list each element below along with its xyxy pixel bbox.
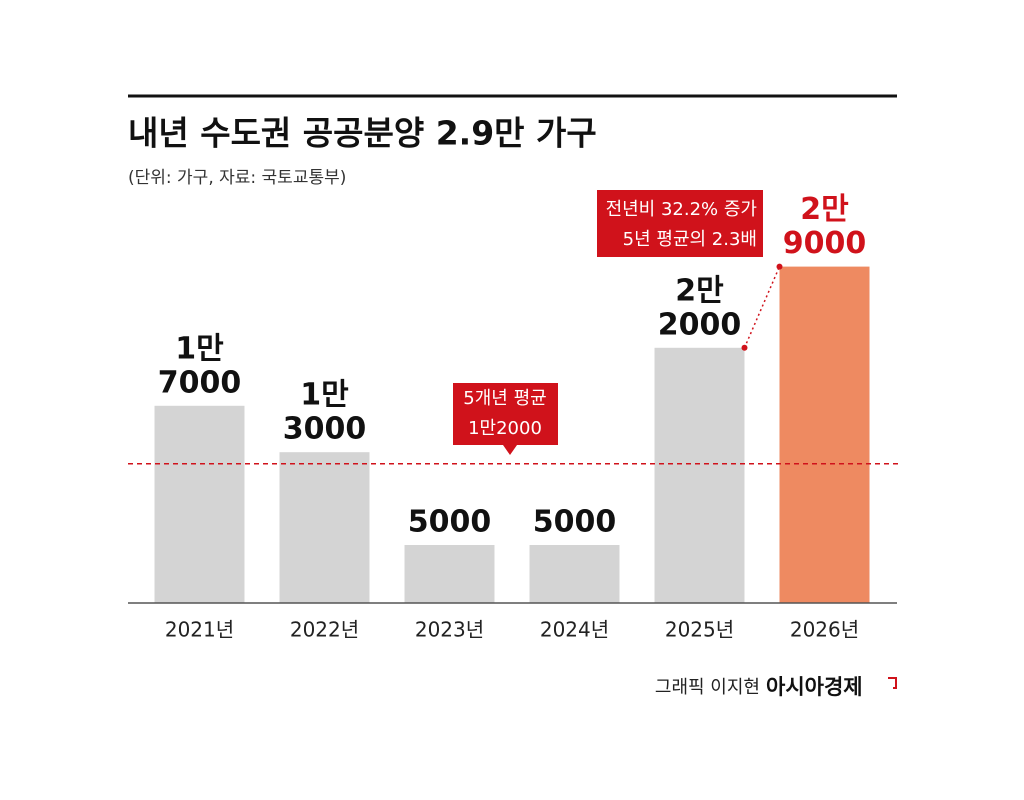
average-box: [453, 383, 558, 455]
logo-mark: [888, 677, 897, 689]
chart-subtitle: (단위: 가구, 자료: 국토교통부): [128, 168, 346, 188]
bar: [404, 545, 495, 603]
bar: [279, 452, 370, 603]
value-label: 5000: [408, 505, 492, 540]
value-label: 1만: [300, 378, 349, 413]
bar: [654, 347, 745, 603]
x-tick-label: 2024년: [540, 618, 609, 642]
value-label: 2만: [800, 192, 849, 227]
callout-box: [597, 190, 763, 257]
x-tick-label: 2025년: [665, 618, 734, 642]
trend-dot: [776, 263, 783, 270]
value-label: 7000: [158, 365, 242, 400]
value-label: 1만: [175, 331, 224, 366]
credit: 그래픽 이지현: [655, 677, 760, 698]
x-tick-label: 2026년: [790, 618, 859, 642]
callout-label: 전년비 32.2% 증가: [606, 199, 757, 220]
bar: [154, 405, 245, 603]
logo: 아시아경제: [766, 675, 863, 699]
bar: [529, 545, 620, 603]
trend-line: [743, 266, 781, 349]
x-tick-label: 2021년: [165, 618, 234, 642]
value-label: 2000: [658, 307, 742, 342]
bar: [779, 266, 870, 603]
value-label: 5000: [533, 505, 617, 540]
trend-dot: [741, 344, 748, 351]
value-label: 9000: [783, 226, 867, 261]
chart-title: 내년 수도권 공공분양 2.9만 가구: [128, 114, 597, 153]
x-tick-label: 2023년: [415, 618, 484, 642]
value-label: 2만: [675, 273, 724, 308]
value-label: 3000: [283, 412, 367, 447]
x-tick-label: 2022년: [290, 618, 359, 642]
callout-label: 5년 평균의 2.3배: [623, 229, 757, 250]
average-label: 1만2000: [468, 418, 542, 439]
average-label: 5개년 평균: [463, 388, 546, 409]
